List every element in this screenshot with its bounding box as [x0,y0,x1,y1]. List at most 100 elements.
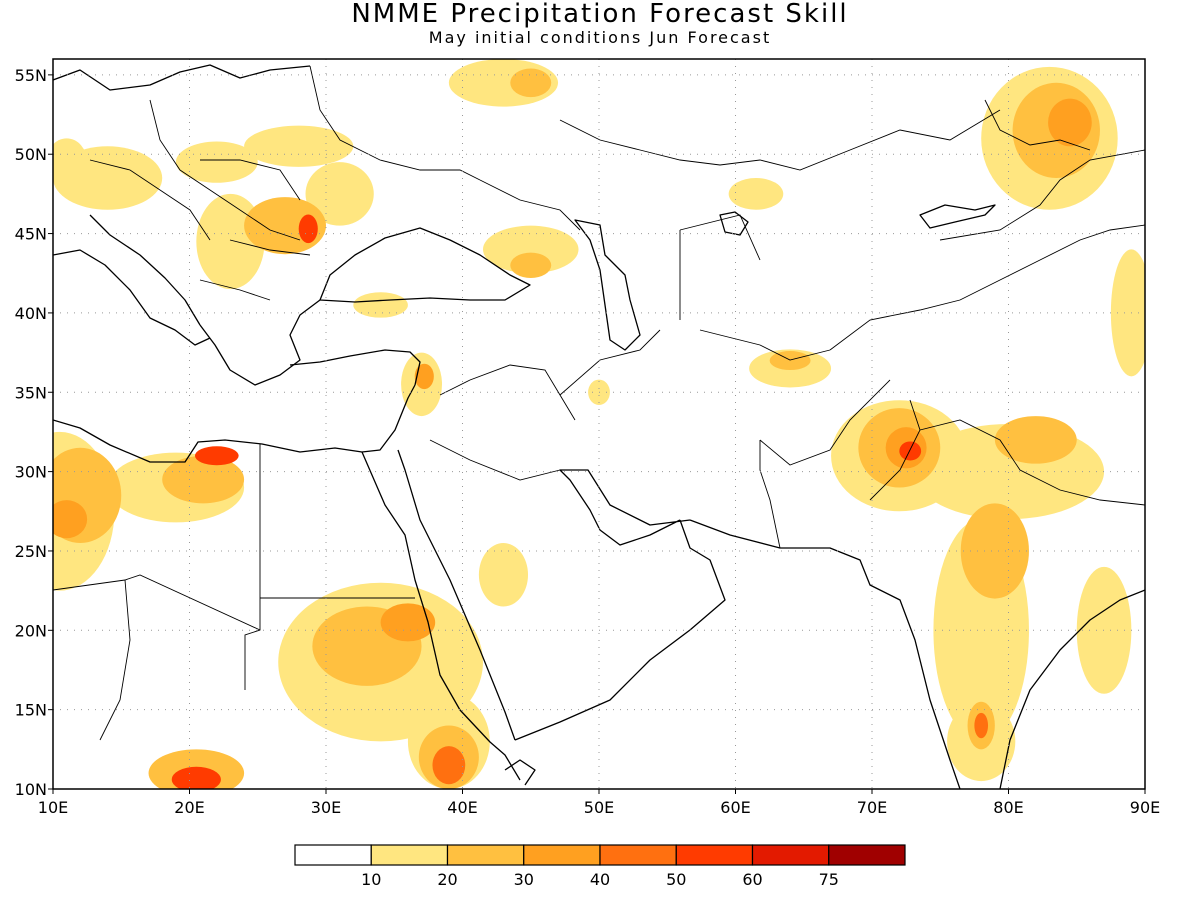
skill-region-central-europe [244,125,354,167]
y-tick-label: 55N [15,66,47,85]
border [759,440,781,549]
x-tick-label: 30E [311,798,341,817]
border [149,99,301,241]
x-tick-label: 40E [447,798,477,817]
legend-swatch [446,844,525,866]
skill-region-central-europe [175,141,258,183]
border [559,109,1001,171]
legend-swatch [523,844,601,866]
border [829,224,1145,351]
coastline [319,227,531,303]
x-tick-label: 20E [174,798,204,817]
border [53,574,261,631]
border [699,329,831,361]
coastline [199,299,321,386]
skill-region-altai [1048,98,1092,147]
border [919,419,1145,506]
legend-swatch [675,844,754,866]
border [429,439,561,481]
legend-swatch [294,844,372,866]
coastline [53,249,211,346]
border [99,579,131,741]
skill-region-kazakhstan [728,178,784,210]
border-layer [53,65,1145,741]
skill-region-central-europe [53,138,88,186]
x-tick-label: 60E [720,798,750,817]
border [479,179,581,231]
skill-region-turkmenistan [769,351,811,371]
x-tick-label: 50E [584,798,614,817]
border [89,159,211,241]
skill-region-western-china [1110,249,1145,377]
skill-region-india [960,503,1029,599]
y-tick-label: 30N [15,463,47,482]
x-axis: 10E 20E 30E 40E 50E 60E 70E 80E 90E [38,789,1160,817]
coastline [919,204,996,229]
coastline [53,384,416,463]
skill-region-russia [510,68,552,98]
skill-region-arabia [478,543,529,607]
coastline [361,451,521,781]
coastline [559,469,691,546]
x-tick-label: 70E [857,798,887,817]
border [939,149,1145,241]
map-subtitle: May initial conditions Jun Forecast [428,28,772,47]
skill-region-india [974,712,989,739]
coastline [999,589,1145,789]
coastline [53,64,311,91]
y-tick-label: 35N [15,383,47,402]
border [439,364,576,421]
border [869,399,921,501]
legend-label: 60 [742,870,762,889]
border [759,379,891,466]
skill-region-ethiopia [432,746,466,785]
border [984,99,1091,151]
legend-swatch [828,844,906,866]
coastline [504,759,536,786]
border [199,279,271,301]
skill-region-ukraine [305,162,374,226]
coastline [397,449,516,741]
grid-layer [53,59,1145,789]
legend-swatch [370,844,449,866]
skill-region-south-sudan [171,766,221,789]
skill-region-turkey [353,292,408,318]
skill-region-sahel [380,603,436,642]
border [309,65,481,181]
skill-region-bangladesh [1076,566,1132,694]
skill-region-balkans [298,214,318,244]
legend-label: 30 [514,870,534,889]
border [244,444,261,690]
x-tick-label: 90E [1130,798,1160,817]
border [559,329,661,396]
legend-label: 50 [666,870,686,889]
y-tick-label: 25N [15,542,47,561]
legend-swatch [599,844,677,866]
legend-label: 75 [819,870,839,889]
legend-swatch [751,844,830,866]
skill-region-india [994,416,1077,464]
y-tick-label: 50N [15,145,47,164]
legend-label: 20 [437,870,457,889]
skill-region-caucasus [510,252,552,278]
skill-field-layer [53,59,1145,789]
coastline [289,349,421,386]
y-tick-label: 20N [15,621,47,640]
legend-label: 10 [361,870,381,889]
skill-region-pakistan [899,441,922,461]
skill-region-libya-egypt [162,455,245,504]
x-tick-label: 80E [993,798,1023,817]
skill-region-syria [414,363,434,390]
border [679,214,761,261]
y-tick-label: 10N [15,780,47,799]
legend-label: 40 [590,870,610,889]
skill-region-west-africa [53,500,88,539]
y-tick-label: 45N [15,225,47,244]
border [229,239,311,256]
y-axis: 10N 15N 20N 25N 30N 35N 40N 45N 50N 55N [15,66,53,799]
x-tick-label: 10E [38,798,68,817]
border [200,159,301,201]
color-legend: 10 20 30 40 50 60 75 [294,844,906,889]
map-title: NMME Precipitation Forecast Skill [351,0,849,29]
